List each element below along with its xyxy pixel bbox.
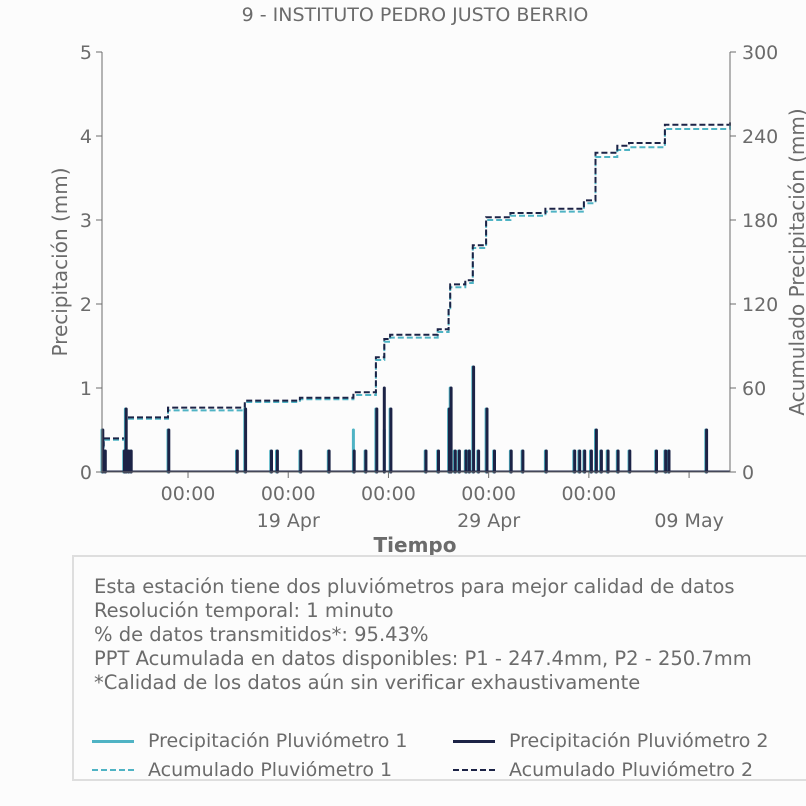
x-tick-label-4: 00:00 [561, 483, 616, 505]
x-tick-label-1: 00:00 [261, 483, 316, 505]
cumulative-line-2 [102, 121, 731, 447]
legend-item-a1: Acumulado Pluviómetro 1 [92, 758, 392, 782]
y-tick-left-label-3: 3 [80, 210, 92, 232]
legend-label-p2: Precipitación Pluviómetro 2 [509, 730, 769, 752]
y-tick-left-label-1: 1 [80, 378, 92, 400]
info-line-dual-gauge: Esta estación tiene dos pluviómetros par… [94, 575, 735, 598]
y-axis-right-label: Acumulado Precipitación (mm) [785, 108, 806, 415]
x-tick-label-2: 00:00 [361, 483, 416, 505]
legend-item-p2: Precipitación Pluviómetro 2 [453, 729, 769, 753]
x-axis-label: Tiempo [374, 533, 457, 555]
x-date-label-1: 29 Apr [457, 510, 520, 532]
y-tick-right-label-120: 120 [742, 294, 778, 316]
info-line-quality-note: *Calidad de los datos aún sin verificar … [94, 671, 641, 694]
legend-swatch-p1 [92, 736, 134, 746]
y-tick-left-label-4: 4 [80, 126, 92, 148]
info-box: Esta estación tiene dos pluviómetros par… [72, 555, 806, 781]
legend-swatch-p2 [453, 736, 495, 746]
y-tick-left-label-0: 0 [80, 462, 92, 484]
legend-label-a1: Acumulado Pluviómetro 1 [148, 759, 393, 781]
legend-swatch-a1 [92, 765, 134, 775]
plot-area: 0 1 2 3 4 5 0 60 120 180 240 300 00:00 00:00 00:00 00:0… [80, 42, 778, 532]
chart-title: 9 - INSTITUTO PEDRO JUSTO BERRIO [242, 4, 589, 26]
info-lines: Esta estación tiene dos pluviómetros par… [94, 575, 752, 695]
y-tick-right-label-0: 0 [742, 462, 754, 484]
legend-item-a2: Acumulado Pluviómetro 2 [453, 758, 753, 782]
x-date-label-0: 19 Apr [257, 510, 320, 532]
x-date-label-2: 09 May [654, 510, 724, 532]
y-tick-right-label-180: 180 [742, 210, 778, 232]
info-line-transmitted: % de datos transmitidos*: 95.43% [94, 623, 429, 646]
y-tick-right-label-60: 60 [742, 378, 766, 400]
y-tick-right-label-240: 240 [742, 126, 778, 148]
y-axis-label: Precipitación (mm) [48, 167, 72, 356]
legend-label-p1: Precipitación Pluviómetro 1 [148, 730, 408, 752]
x-tick-label-0: 00:00 [161, 483, 216, 505]
y-tick-right-label-300: 300 [742, 42, 778, 64]
legend-swatch-a2 [453, 765, 495, 775]
info-line-accumulated: PPT Acumulada en datos disponibles: P1 -… [94, 647, 752, 670]
legend-item-p1: Precipitación Pluviómetro 1 [92, 729, 408, 753]
x-tick-label-3: 00:00 [461, 483, 516, 505]
legend-label-a2: Acumulado Pluviómetro 2 [509, 759, 754, 781]
y-tick-left-label-2: 2 [80, 294, 92, 316]
precipitation-chart: 9 - INSTITUTO PEDRO JUSTO BERRIO 0123450… [48, 4, 806, 555]
cumulative-line-1 [102, 125, 731, 448]
y-tick-left-label-5: 5 [80, 42, 92, 64]
info-line-resolution: Resolución temporal: 1 minuto [94, 599, 394, 622]
